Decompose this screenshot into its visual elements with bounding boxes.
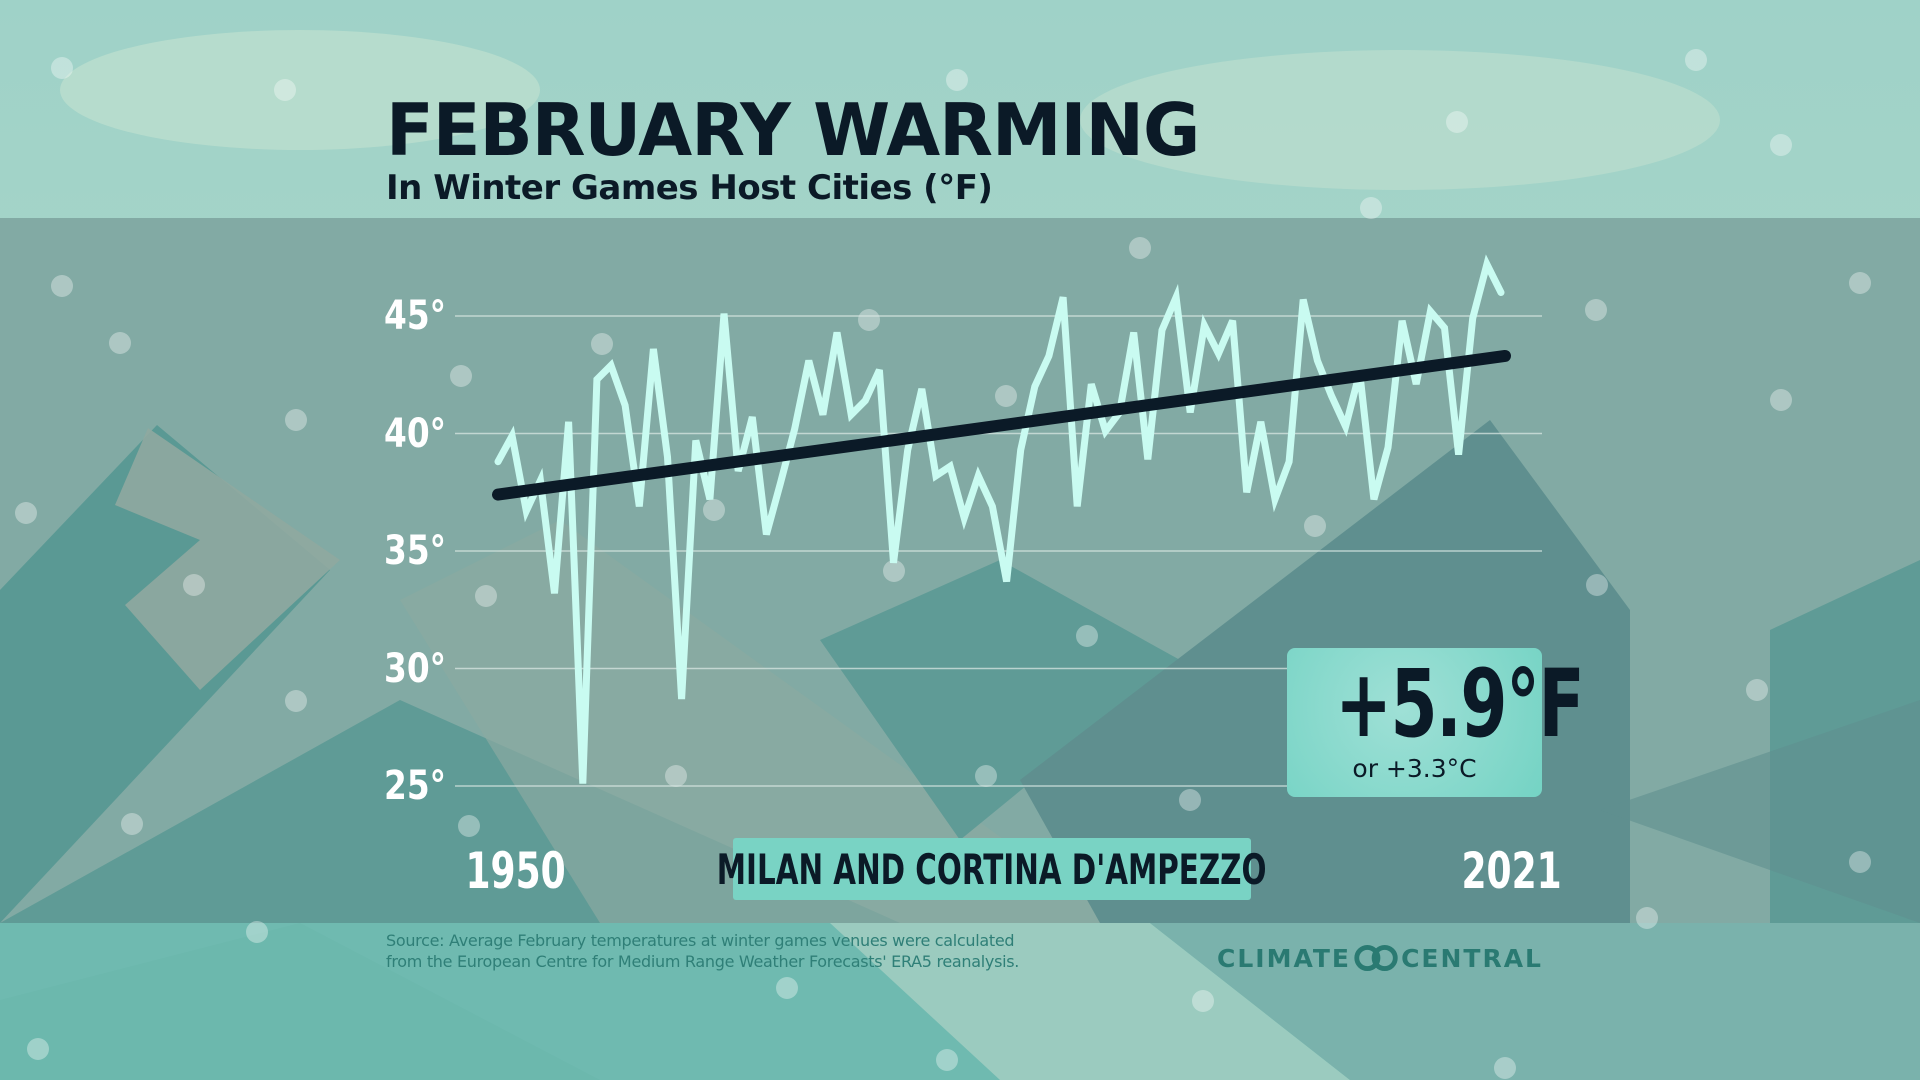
source-line-2: from the European Centre for Medium Rang… [386,952,1020,971]
city-label-box: MILAN AND CORTINA D'AMPEZZO [717,838,1267,900]
y-tick-label: 25° [384,763,447,809]
source-line-1: Source: Average February temperatures at… [386,931,1015,950]
callout-celsius: or +3.3°C [1352,754,1477,783]
y-tick-label: 40° [384,411,447,457]
chart-subtitle: In Winter Games Host Cities (°F) [386,168,993,208]
snowflakes [15,49,1871,1079]
y-tick-label: 30° [384,646,447,692]
city-label: MILAN AND CORTINA D'AMPEZZO [717,844,1267,894]
y-tick-label: 35° [384,528,447,574]
warming-callout: +5.9°F or +3.3°C [1287,648,1585,797]
source-note: Source: Average February temperatures at… [386,930,1019,972]
x-start-label: 1950 [465,842,566,900]
logo-text-right: CENTRAL [1401,943,1543,973]
climate-central-logo: CLIMATE CENTRAL [1217,941,1543,975]
callout-fahrenheit: +5.9°F [1335,650,1584,759]
y-tick-label: 45° [384,293,447,339]
trend-line [492,349,1511,501]
chart-title: FEBRUARY WARMING [386,88,1200,172]
logo-text-left: CLIMATE [1217,943,1351,973]
x-end-label: 2021 [1461,842,1562,900]
temperature-line [494,254,1505,784]
logo-rings-icon [1354,945,1398,971]
